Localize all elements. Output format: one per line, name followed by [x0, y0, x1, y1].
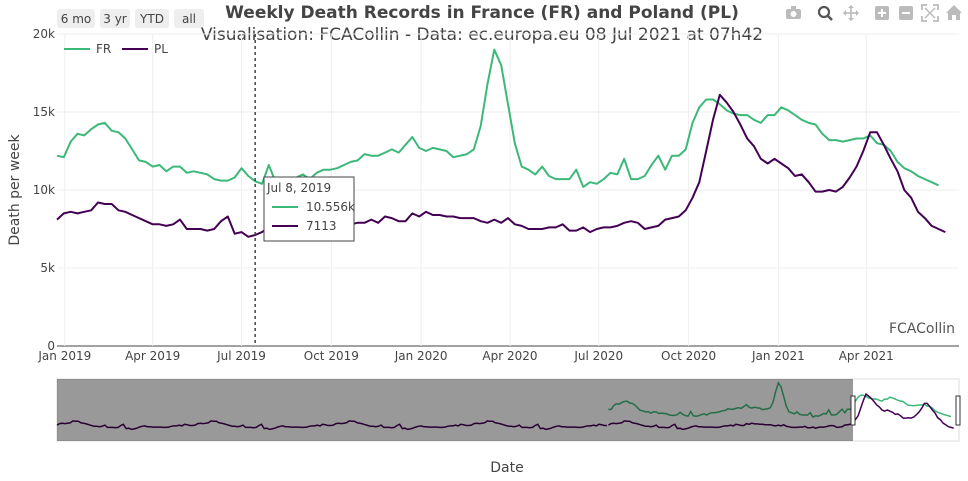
x-tick-label: Apr 2020	[482, 349, 537, 363]
pan-icon[interactable]	[843, 5, 859, 21]
series-line-pl[interactable]	[56, 93, 946, 238]
legend-item-fr[interactable]: FR	[64, 42, 111, 56]
y-tick-label: 0	[47, 339, 55, 353]
range-button-label: 3 yr	[103, 12, 127, 26]
legend: FR PL	[64, 42, 168, 56]
hover-date: Jul 8, 2019	[266, 181, 331, 195]
chart-title: Weekly Death Records in France (FR) and …	[225, 3, 739, 23]
modebar	[786, 4, 962, 22]
range-button-6-mo[interactable]: 6 mo	[57, 9, 95, 28]
x-tick-label: Jan 2020	[394, 349, 448, 363]
legend-label: PL	[154, 42, 168, 56]
x-tick-label: Jan 2019	[37, 349, 91, 363]
range-slider[interactable]	[56, 378, 961, 442]
x-tick-label: Apr 2019	[125, 349, 180, 363]
zoom-out-icon[interactable]	[899, 6, 913, 20]
range-button-label: YTD	[139, 12, 164, 26]
range-slider-line-fr	[608, 381, 952, 418]
zoom-icon[interactable]	[817, 5, 833, 21]
y-tick-label: 10k	[33, 183, 55, 197]
hover-fr-value: 10.556k	[306, 200, 355, 214]
x-tick-label: Jul 2019	[216, 349, 266, 363]
chart-subtitle: Visualisation: FCACollin - Data: ec.euro…	[201, 25, 763, 45]
y-axis-title: Death per week	[7, 133, 23, 245]
range-slider-line-pl-history	[56, 420, 607, 431]
x-tick-label: Jul 2020	[573, 349, 623, 363]
grid	[57, 33, 959, 347]
y-tick-label: 5k	[40, 261, 55, 275]
series-line-fr[interactable]	[56, 48, 939, 188]
plot-area[interactable]	[56, 48, 946, 238]
range-button-all[interactable]: all	[174, 9, 204, 28]
range-slider-mask	[57, 379, 853, 441]
autoscale-icon[interactable]	[921, 4, 939, 22]
range-button-label: all	[182, 12, 196, 26]
x-axis: Jan 2019 Apr 2019 Jul 2019 Oct 2019 Jan 2020…	[37, 349, 893, 363]
hover-pl-value: 7113	[306, 219, 337, 233]
y-axis: 0 5k 10k 15k 20k	[33, 27, 55, 353]
range-button-3-yr[interactable]: 3 yr	[100, 9, 130, 28]
range-slider-handle-left[interactable]	[850, 395, 856, 426]
zoom-in-icon[interactable]	[875, 6, 889, 20]
legend-label: FR	[96, 42, 111, 56]
range-button-ytd[interactable]: YTD	[135, 9, 169, 28]
watermark-annotation: FCACollin	[889, 321, 955, 337]
home-icon[interactable]	[946, 5, 962, 20]
legend-item-pl[interactable]: PL	[122, 42, 168, 56]
x-axis-title: Date	[490, 460, 523, 476]
x-tick-label: Apr 2021	[839, 349, 894, 363]
hover-tooltip: Jul 8, 2019 10.556k 7113	[263, 176, 355, 242]
x-tick-label: Oct 2019	[304, 349, 359, 363]
range-slider-line-pl	[608, 392, 954, 431]
x-tick-label: Jan 2021	[751, 349, 805, 363]
range-slider-handle-right[interactable]	[955, 395, 961, 426]
camera-icon[interactable]	[786, 6, 801, 19]
y-tick-label: 15k	[33, 105, 55, 119]
range-button-label: 6 mo	[61, 12, 91, 26]
range-slider-lines	[56, 381, 954, 431]
y-tick-label: 20k	[33, 27, 55, 41]
range-selector: 6 mo 3 yr YTD all	[57, 9, 204, 28]
x-tick-label: Oct 2020	[661, 349, 716, 363]
